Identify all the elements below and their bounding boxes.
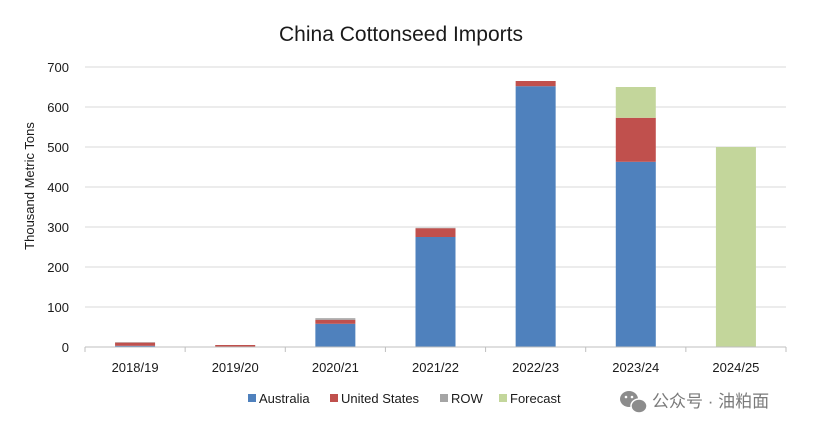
y-tick-label: 100 xyxy=(47,300,69,315)
x-tick-label: 2019/20 xyxy=(212,360,259,375)
bars xyxy=(115,81,756,347)
legend-label-united-states: United States xyxy=(341,391,420,406)
bar-segment-row xyxy=(315,318,356,320)
legend-swatch-forecast xyxy=(499,394,507,402)
bar-segment-united-states xyxy=(115,342,156,346)
y-tick-label: 700 xyxy=(47,60,69,75)
watermark-text: 公众号 · 油粕面 xyxy=(652,392,769,411)
bar-segment-australia xyxy=(615,161,656,347)
x-tick-label: 2023/24 xyxy=(612,360,659,375)
legend-label-forecast: Forecast xyxy=(510,391,561,406)
bar-segment-united-states xyxy=(415,228,456,237)
bar-segment-australia xyxy=(115,345,156,347)
bar-segment-australia xyxy=(515,86,556,347)
x-tick-label: 2020/21 xyxy=(312,360,359,375)
y-tick-label: 300 xyxy=(47,220,69,235)
gridlines: 0 100 200 300 400 500 600 700 xyxy=(47,60,786,355)
x-axis: 2018/19 2019/20 2020/21 2021/22 2022/23 2023/… xyxy=(84,346,787,375)
x-tick-label: 2021/22 xyxy=(412,360,459,375)
bar-segment-united-states xyxy=(215,345,256,347)
x-tick-label: 2022/23 xyxy=(512,360,559,375)
bar-segment-united-states xyxy=(515,81,556,87)
bar-segment-australia xyxy=(315,323,356,347)
bar-segment-united-states xyxy=(315,319,356,324)
bar-segment-united-states xyxy=(615,117,656,162)
y-tick-label: 500 xyxy=(47,140,69,155)
y-axis-title: Thousand Metric Tons xyxy=(22,122,37,250)
chart-title: China Cottonseed Imports xyxy=(279,23,523,46)
legend-swatch-australia xyxy=(248,394,256,402)
wechat-icon xyxy=(620,391,648,414)
legend-label-australia: Australia xyxy=(259,391,310,406)
y-tick-label: 200 xyxy=(47,260,69,275)
legend: Australia United States ROW Forecast xyxy=(248,391,561,406)
x-tick-label: 2024/25 xyxy=(712,360,759,375)
watermark: 公众号 · 油粕面 xyxy=(620,391,769,414)
y-tick-label: 600 xyxy=(47,100,69,115)
legend-swatch-row xyxy=(440,394,448,402)
legend-label-row: ROW xyxy=(451,391,484,406)
bar-segment-forecast xyxy=(715,147,756,347)
y-tick-label: 400 xyxy=(47,180,69,195)
legend-swatch-united-states xyxy=(330,394,338,402)
x-tick-label: 2018/19 xyxy=(112,360,159,375)
y-tick-label: 0 xyxy=(62,340,69,355)
bar-segment-forecast xyxy=(615,87,656,118)
bar-segment-australia xyxy=(415,237,456,347)
